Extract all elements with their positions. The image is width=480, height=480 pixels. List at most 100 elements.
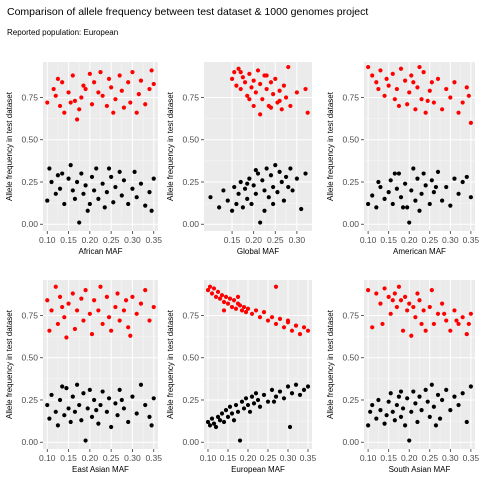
- data-point: [81, 318, 86, 323]
- data-point: [57, 397, 63, 403]
- data-point: [378, 408, 383, 413]
- data-point: [64, 386, 69, 391]
- data-point: [96, 308, 101, 313]
- data-point: [238, 86, 243, 92]
- x-tick-label: 0.30: [289, 235, 306, 245]
- data-point: [419, 321, 424, 327]
- data-point: [378, 68, 383, 73]
- data-point: [265, 399, 271, 404]
- data-point: [217, 418, 223, 423]
- panel-background: [204, 62, 312, 231]
- data-point: [285, 318, 291, 323]
- data-point: [138, 78, 144, 83]
- data-point: [89, 174, 95, 180]
- y-tick-label: 0.00: [342, 437, 359, 447]
- data-point: [109, 424, 114, 430]
- data-point: [370, 325, 375, 330]
- x-tick-label: 0.15: [380, 235, 397, 245]
- data-point: [435, 76, 441, 81]
- x-tick-label: 0.20: [82, 453, 99, 463]
- data-point: [382, 286, 387, 291]
- data-point: [89, 102, 95, 107]
- data-point: [421, 70, 426, 75]
- data-point: [98, 70, 103, 75]
- data-point: [289, 391, 295, 396]
- data-point: [96, 90, 101, 95]
- data-point: [464, 331, 469, 337]
- data-point: [85, 208, 90, 213]
- data-point: [382, 93, 387, 98]
- data-point: [237, 438, 243, 443]
- data-point: [134, 110, 139, 115]
- data-point: [305, 384, 311, 389]
- data-point: [235, 294, 241, 299]
- data-point: [431, 190, 436, 195]
- data-point: [396, 284, 402, 289]
- x-tick-label: 0.35: [463, 235, 480, 245]
- x-tick-label: 0.30: [442, 235, 459, 245]
- data-point: [66, 301, 71, 306]
- data-point: [378, 184, 383, 190]
- data-point: [452, 394, 457, 399]
- data-point: [55, 76, 61, 81]
- data-point: [236, 191, 241, 196]
- y-tick-label: 0.75: [182, 310, 199, 320]
- data-point: [68, 100, 73, 105]
- data-point: [415, 291, 420, 296]
- data-point: [247, 409, 253, 414]
- data-point: [273, 321, 279, 327]
- x-axis-title: American MAF: [393, 247, 446, 256]
- data-point: [89, 414, 95, 419]
- data-point: [70, 73, 75, 78]
- data-point: [411, 304, 416, 310]
- data-point: [213, 424, 219, 430]
- data-point: [70, 394, 75, 399]
- data-point: [109, 174, 114, 180]
- data-point: [403, 181, 408, 186]
- data-point: [111, 110, 116, 115]
- data-point: [390, 298, 395, 303]
- x-tick-label: 0.35: [300, 453, 317, 463]
- data-point: [294, 176, 299, 181]
- data-point: [409, 333, 414, 338]
- x-tick-label: 0.20: [401, 235, 418, 245]
- x-tick-label: 0.25: [267, 235, 284, 245]
- data-point: [240, 75, 245, 80]
- data-point: [444, 387, 449, 392]
- data-point: [111, 200, 116, 205]
- data-point: [147, 86, 152, 92]
- data-point: [262, 208, 267, 213]
- data-point: [266, 195, 271, 200]
- y-tick-label: 0.00: [21, 437, 38, 447]
- data-point: [245, 181, 250, 186]
- data-point: [249, 394, 255, 399]
- data-point: [232, 184, 237, 190]
- data-point: [390, 201, 395, 207]
- data-point: [225, 301, 231, 306]
- data-point: [423, 387, 428, 392]
- data-point: [398, 414, 404, 419]
- data-point: [370, 402, 375, 408]
- data-point: [81, 83, 86, 88]
- data-point: [268, 80, 274, 85]
- data-point: [221, 419, 227, 425]
- data-point: [126, 325, 131, 330]
- data-point: [405, 308, 410, 313]
- x-tick-label: 0.25: [103, 453, 120, 463]
- data-point: [437, 416, 443, 421]
- data-point: [221, 188, 226, 193]
- data-point: [138, 181, 144, 186]
- y-tick-label: 0.25: [21, 395, 38, 405]
- data-point: [121, 406, 127, 411]
- data-point: [64, 335, 69, 340]
- data-point: [238, 70, 243, 75]
- y-tick-label: 0.25: [182, 395, 199, 405]
- data-point: [433, 423, 439, 428]
- data-point: [413, 315, 418, 320]
- y-tick-label: 0.00: [21, 219, 38, 229]
- data-point: [102, 205, 107, 210]
- data-point: [415, 85, 420, 90]
- data-point: [104, 103, 109, 109]
- data-point: [400, 328, 406, 333]
- y-axis-title: Allele frequency in test dataset: [326, 309, 335, 419]
